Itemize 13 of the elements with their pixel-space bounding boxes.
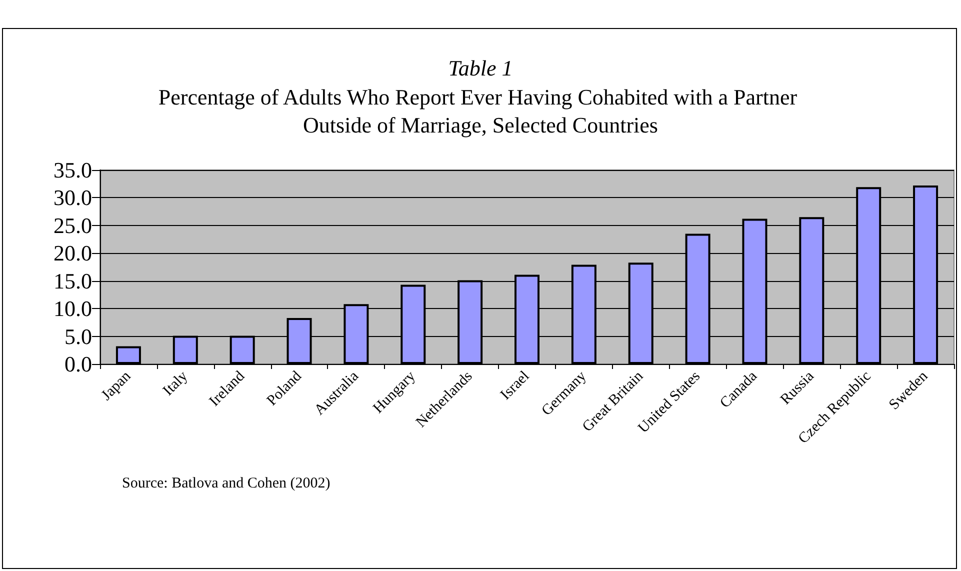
y-tick-label: 20.0	[54, 240, 92, 266]
y-tick-label: 30.0	[54, 185, 92, 210]
y-tick-label: 0.0	[64, 352, 92, 376]
chart-title: Table 1	[448, 56, 513, 80]
y-tick-label: 15.0	[54, 268, 92, 294]
chart-subtitle: Percentage of Adults Who Report Ever Having Cohabited with a Partner Outside of Marriage, Selected Countries	[158, 84, 803, 138]
x-tick-label: Italy	[160, 368, 192, 400]
y-tick-label: 35.0	[54, 158, 92, 182]
y-tick-label: 25.0	[54, 212, 92, 238]
y-tick-label: 10.0	[54, 296, 92, 322]
source-note: Source: Batlova and Cohen (2002)	[122, 476, 330, 492]
bar	[116, 346, 141, 364]
y-tick-label: 5.0	[64, 324, 92, 349]
